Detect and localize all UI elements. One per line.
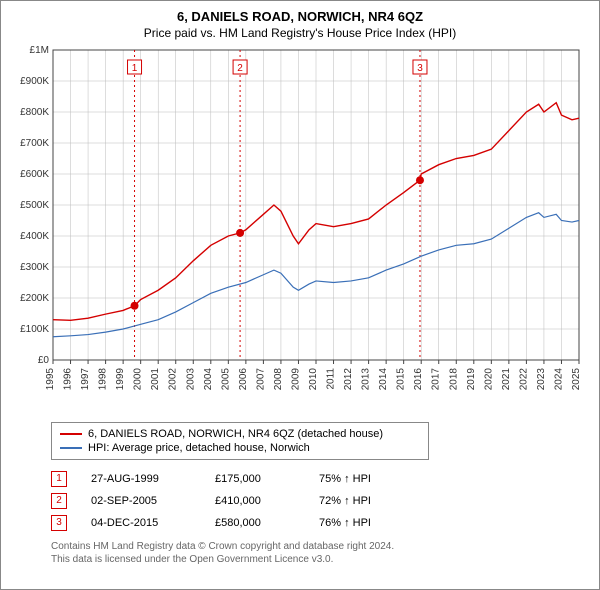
svg-text:2: 2 bbox=[237, 63, 243, 74]
svg-text:2009: 2009 bbox=[290, 368, 301, 391]
chart-subtitle: Price paid vs. HM Land Registry's House … bbox=[11, 26, 589, 40]
svg-text:2004: 2004 bbox=[203, 368, 214, 391]
legend-swatch bbox=[60, 433, 82, 435]
svg-text:2012: 2012 bbox=[343, 368, 354, 391]
footer: Contains HM Land Registry data © Crown c… bbox=[51, 540, 589, 566]
svg-text:2024: 2024 bbox=[553, 368, 564, 391]
svg-text:2001: 2001 bbox=[150, 368, 161, 391]
legend-swatch bbox=[60, 447, 82, 449]
svg-text:1999: 1999 bbox=[115, 368, 126, 391]
svg-text:1: 1 bbox=[132, 63, 138, 74]
event-price: £580,000 bbox=[215, 517, 295, 529]
svg-text:2008: 2008 bbox=[273, 368, 284, 391]
svg-text:£800K: £800K bbox=[20, 107, 49, 118]
svg-text:2000: 2000 bbox=[133, 368, 144, 391]
event-date: 04-DEC-2015 bbox=[91, 517, 191, 529]
event-marker: 1 bbox=[51, 471, 67, 487]
svg-text:£200K: £200K bbox=[20, 293, 49, 304]
event-date: 27-AUG-1999 bbox=[91, 473, 191, 485]
legend: 6, DANIELS ROAD, NORWICH, NR4 6QZ (detac… bbox=[51, 422, 429, 460]
footer-line-2: This data is licensed under the Open Gov… bbox=[51, 553, 589, 566]
event-price: £410,000 bbox=[215, 495, 295, 507]
event-pct: 75% ↑ HPI bbox=[319, 473, 419, 485]
svg-text:2006: 2006 bbox=[238, 368, 249, 391]
legend-item: 6, DANIELS ROAD, NORWICH, NR4 6QZ (detac… bbox=[60, 427, 420, 441]
svg-text:2018: 2018 bbox=[448, 368, 459, 391]
svg-text:£400K: £400K bbox=[20, 231, 49, 242]
event-list: 1 27-AUG-1999 £175,000 75% ↑ HPI 2 02-SEP-200… bbox=[51, 468, 589, 534]
svg-text:£0: £0 bbox=[38, 355, 50, 366]
svg-text:1996: 1996 bbox=[63, 368, 74, 391]
footer-line-1: Contains HM Land Registry data © Crown c… bbox=[51, 540, 589, 553]
chart-container: 6, DANIELS ROAD, NORWICH, NR4 6QZ Price … bbox=[0, 0, 600, 590]
event-row: 1 27-AUG-1999 £175,000 75% ↑ HPI bbox=[51, 468, 589, 490]
svg-text:2003: 2003 bbox=[185, 368, 196, 391]
svg-text:3: 3 bbox=[417, 63, 423, 74]
svg-text:2016: 2016 bbox=[413, 368, 424, 391]
svg-text:£300K: £300K bbox=[20, 262, 49, 273]
chart-svg: £0 £100K £200K £300K £400K £500K £600K £700K £80… bbox=[11, 46, 587, 416]
svg-text:£1M: £1M bbox=[30, 46, 49, 56]
event-marker: 3 bbox=[51, 515, 67, 531]
event-pct: 72% ↑ HPI bbox=[319, 495, 419, 507]
svg-text:2020: 2020 bbox=[483, 368, 494, 391]
event-pct: 76% ↑ HPI bbox=[319, 517, 419, 529]
svg-text:2023: 2023 bbox=[536, 368, 547, 391]
legend-label: HPI: Average price, detached house, Norw… bbox=[88, 442, 310, 454]
event-date: 02-SEP-2005 bbox=[91, 495, 191, 507]
chart-area: £0 £100K £200K £300K £400K £500K £600K £700K £80… bbox=[11, 46, 587, 416]
legend-label: 6, DANIELS ROAD, NORWICH, NR4 6QZ (detac… bbox=[88, 428, 383, 440]
svg-text:1997: 1997 bbox=[80, 368, 91, 391]
svg-text:1998: 1998 bbox=[98, 368, 109, 391]
event-row: 2 02-SEP-2005 £410,000 72% ↑ HPI bbox=[51, 490, 589, 512]
svg-text:£100K: £100K bbox=[20, 324, 49, 335]
svg-text:1995: 1995 bbox=[45, 368, 56, 391]
svg-text:2014: 2014 bbox=[378, 368, 389, 391]
svg-text:2005: 2005 bbox=[220, 368, 231, 391]
svg-text:2002: 2002 bbox=[168, 368, 179, 391]
svg-text:2011: 2011 bbox=[326, 368, 337, 390]
svg-text:£600K: £600K bbox=[20, 169, 49, 180]
svg-text:£900K: £900K bbox=[20, 76, 49, 87]
svg-text:£700K: £700K bbox=[20, 138, 49, 149]
svg-text:2007: 2007 bbox=[255, 368, 266, 391]
svg-text:2013: 2013 bbox=[361, 368, 372, 391]
event-row: 3 04-DEC-2015 £580,000 76% ↑ HPI bbox=[51, 512, 589, 534]
svg-text:£500K: £500K bbox=[20, 200, 49, 211]
svg-text:2021: 2021 bbox=[501, 368, 512, 391]
chart-title: 6, DANIELS ROAD, NORWICH, NR4 6QZ bbox=[11, 9, 589, 24]
legend-item: HPI: Average price, detached house, Norw… bbox=[60, 441, 420, 455]
svg-text:2025: 2025 bbox=[571, 368, 582, 391]
svg-text:2015: 2015 bbox=[396, 368, 407, 391]
svg-text:2022: 2022 bbox=[518, 368, 529, 391]
svg-text:2019: 2019 bbox=[466, 368, 477, 391]
svg-text:2010: 2010 bbox=[308, 368, 319, 391]
svg-text:2017: 2017 bbox=[431, 368, 442, 391]
event-price: £175,000 bbox=[215, 473, 295, 485]
event-marker: 2 bbox=[51, 493, 67, 509]
